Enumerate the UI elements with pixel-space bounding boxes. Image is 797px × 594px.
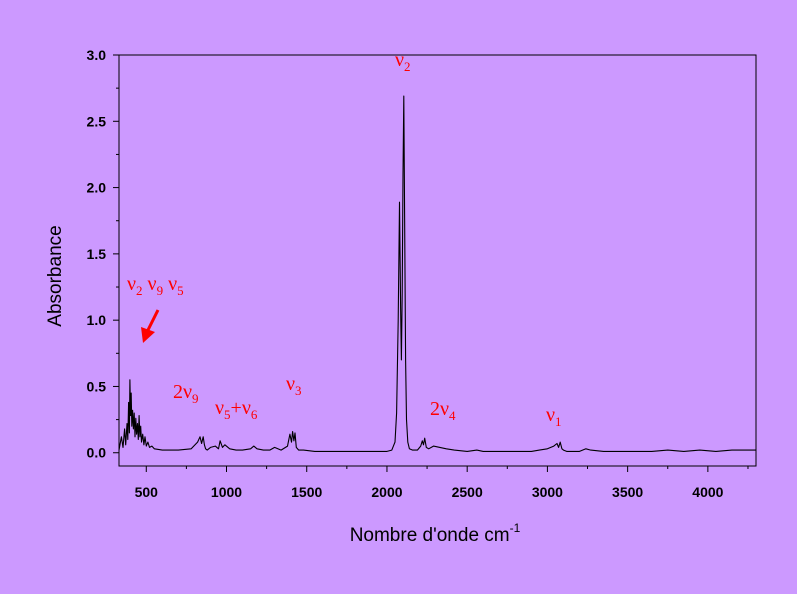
arrow-head-icon: [141, 327, 155, 343]
y-axis-title: Absorbance: [45, 225, 66, 326]
x-tick-label: 1500: [291, 484, 322, 500]
annotation-2nu9: 2ν9: [173, 381, 199, 406]
y-tick-label: 1.0: [87, 312, 107, 328]
x-axis-title-exponent: -1: [510, 521, 521, 535]
x-tick-label: 2000: [371, 484, 402, 500]
y-tick-label: 0.0: [87, 445, 107, 461]
annotation-nu5-plus-nu6: ν5+ν6: [215, 397, 258, 422]
y-tick-label: 0.5: [87, 378, 107, 394]
x-tick-label: 4000: [692, 484, 723, 500]
plot-border: [118, 54, 757, 467]
annotation-nu1: ν1: [546, 404, 562, 429]
peak-annotations: ν2 ν2 ν9 ν5 2ν9 ν5+ν6 ν3 2ν4 ν1: [127, 49, 562, 429]
annotation-nu3: ν3: [286, 373, 302, 398]
x-tick-label: 500: [135, 484, 159, 500]
y-tick-label: 1.5: [87, 246, 107, 262]
x-axis-title: Nombre d'onde cm-1: [350, 521, 521, 546]
x-axis-title-text: Nombre d'onde cm: [350, 525, 510, 546]
annotation-nu2: ν2: [395, 49, 411, 74]
x-tick-label: 3500: [612, 484, 643, 500]
annotation-nu2-nu9-nu5: ν2 ν9 ν5: [127, 273, 184, 298]
y-axis: 0.0 0.5 1.0 1.5 2.0 2.5 3.0: [87, 47, 119, 461]
y-tick-label: 2.0: [87, 180, 107, 196]
x-axis: 500 1000 1500 2000 2500 3000 3500 4000: [135, 466, 749, 500]
arrow-shaft: [146, 309, 160, 331]
x-tick-label: 3000: [532, 484, 563, 500]
y-tick-label: 3.0: [87, 47, 107, 63]
plot-frame: [118, 54, 757, 467]
series-layer: [118, 95, 756, 452]
annotation-2nu4: 2ν4: [430, 398, 456, 423]
spectrum-line: [118, 95, 756, 452]
y-tick-label: 2.5: [87, 113, 107, 129]
x-tick-label: 2500: [452, 484, 483, 500]
x-tick-label: 1000: [211, 484, 242, 500]
